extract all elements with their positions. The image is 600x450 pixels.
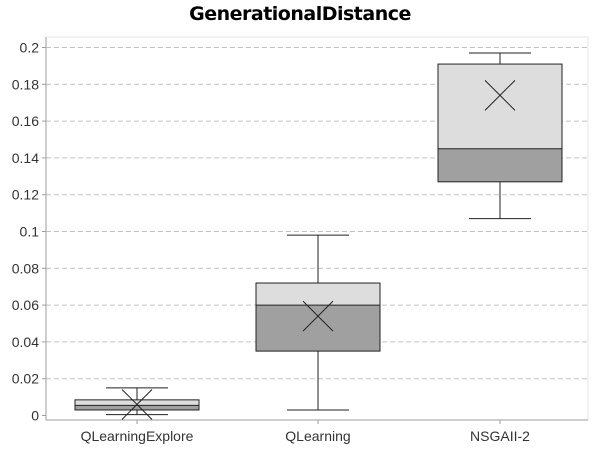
box-upper-half [438, 64, 562, 149]
x-tick-label: QLearningExplore [81, 428, 194, 444]
box-lower-half [75, 405, 199, 410]
x-tick-labels: QLearningExplore QLearning NSGAII-2 [81, 428, 531, 444]
mean-marker [484, 79, 516, 111]
x-tick-label: QLearning [285, 428, 350, 444]
y-tick-label: 0.1 [20, 224, 40, 240]
y-tick-label: 0.18 [12, 76, 39, 92]
box-series [74, 52, 563, 420]
chart-title: GenerationalDistance [189, 3, 411, 25]
y-tick-label: 0 [31, 408, 39, 424]
box-lower-half [438, 148, 562, 182]
mean-marker [121, 389, 153, 420]
y-tick-label: 0.08 [12, 260, 39, 276]
mean-marker [302, 300, 334, 332]
box-upper-half [75, 399, 199, 406]
axes [42, 37, 588, 424]
y-tick-label: 0.02 [12, 371, 39, 387]
box-outline [255, 282, 381, 352]
box-lower-half [256, 305, 380, 352]
box-QLearning [255, 234, 381, 411]
box-upper-half [256, 283, 380, 306]
x-tick-label: NSGAII-2 [470, 428, 530, 444]
box-NSGAII-2 [437, 52, 563, 220]
y-tick-label: 0.04 [12, 334, 39, 350]
y-tick-labels: 0 0.02 0.04 0.06 0.08 0.1 0.12 0.14 0.16 0.18 0.2 [12, 40, 39, 424]
box-outline [437, 63, 563, 183]
y-tick-label: 0.12 [12, 187, 39, 203]
y-tick-label: 0.06 [12, 297, 39, 313]
box-QLearningExplore [74, 387, 200, 420]
y-tick-label: 0.16 [12, 113, 39, 129]
y-tick-label: 0.2 [20, 40, 40, 56]
y-tick-label: 0.14 [12, 150, 39, 166]
